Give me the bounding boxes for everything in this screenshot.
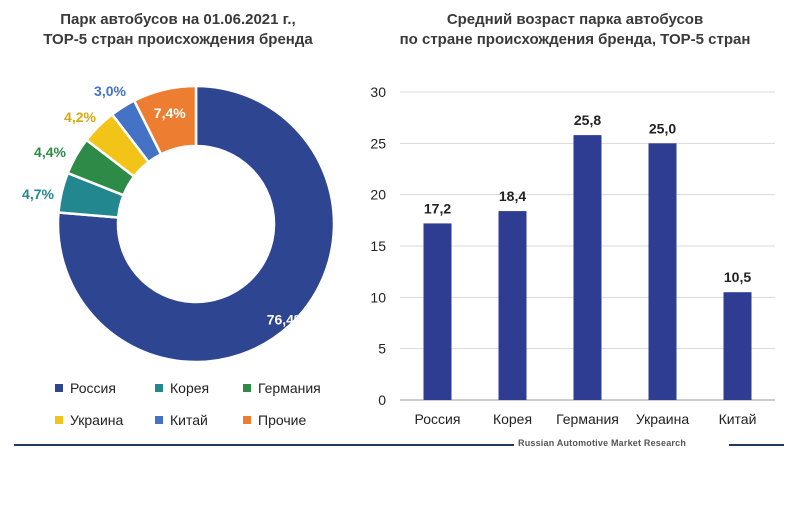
legend-swatch: [243, 384, 251, 393]
donut-title-line-2: ТОР-5 стран происхождения бренда: [43, 31, 313, 48]
bar-1: [423, 223, 452, 400]
legend-label: Германия: [258, 380, 321, 396]
y-tick-label: 5: [378, 341, 386, 357]
bar-chart: 0 5 10 15 20 25 30 17,2 Россия 18,4 Корея 25,8 Герма…: [370, 84, 775, 427]
bar-title-line-1: Средний возраст парка автобусов: [446, 11, 704, 28]
y-tick-label: 15: [370, 238, 386, 254]
y-tick-label: 0: [378, 392, 386, 408]
donut-data-label-1: 76,4%: [267, 311, 307, 327]
donut-data-label-6: 7,4%: [154, 105, 186, 121]
legend-item-1: Россия: [55, 378, 116, 398]
y-tick-label: 25: [370, 135, 386, 151]
y-tick-label: 20: [370, 187, 386, 203]
bar-chart-title: Средний возраст парка автобусов по стран…: [352, 10, 798, 50]
bar-data-label: 25,0: [649, 120, 676, 136]
legend-label: Россия: [70, 380, 116, 396]
x-tick-label: Германия: [556, 411, 619, 427]
x-tick-label: Корея: [493, 411, 532, 427]
bar-data-label: 17,2: [424, 200, 451, 216]
legend-label: Корея: [170, 380, 210, 396]
legend-swatch: [55, 384, 63, 393]
bar-data-label: 10,5: [724, 269, 751, 285]
y-tick-label: 10: [370, 289, 386, 305]
footer-divider: [14, 444, 784, 446]
bar-data-label: 25,8: [574, 112, 601, 128]
bar-5: [723, 292, 752, 400]
donut-data-label-2: 4,7%: [22, 186, 54, 202]
legend-item-2: Корея: [155, 378, 209, 398]
bar-2: [498, 211, 527, 400]
x-tick-label: Россия: [415, 411, 461, 427]
donut-title-line-1: Парк автобусов на 01.06.2021 г.,: [60, 11, 296, 28]
bar-data-label: 18,4: [499, 188, 526, 204]
bar-3: [573, 135, 602, 400]
x-tick-label: Китай: [719, 411, 757, 427]
legend-swatch: [155, 416, 163, 425]
legend-swatch: [155, 384, 163, 393]
bar-title-line-2: по стране происхождения бренда, ТОР-5 ст…: [399, 31, 751, 48]
legend-label: Украина: [70, 412, 124, 428]
legend-item-5: Китай: [155, 410, 208, 430]
bar-4: [648, 143, 677, 400]
donut-data-label-3: 4,4%: [34, 144, 66, 160]
donut-slice-6: [132, 84, 198, 156]
donut-data-label-5: 3,0%: [94, 83, 126, 99]
y-tick-label: 30: [370, 84, 386, 100]
legend-swatch: [55, 416, 63, 425]
donut-chart-title: Парк автобусов на 01.06.2021 г., ТОР-5 с…: [8, 10, 348, 50]
legend-item-3: Германия: [243, 378, 321, 398]
donut-slice-1: [56, 84, 336, 364]
legend-item-4: Украина: [55, 410, 123, 430]
donut-data-label-4: 4,2%: [64, 109, 96, 125]
legend-item-6: Прочие: [243, 410, 306, 430]
legend-label: Прочие: [258, 412, 307, 428]
legend-label: Китай: [170, 412, 208, 428]
source-label: Russian Automotive Market Research: [518, 438, 687, 448]
legend-swatch: [243, 416, 251, 425]
x-tick-label: Украина: [636, 411, 690, 427]
donut-chart: 76,4% 4,7% 4,4% 4,2% 3,0% 7,4%: [22, 83, 336, 364]
